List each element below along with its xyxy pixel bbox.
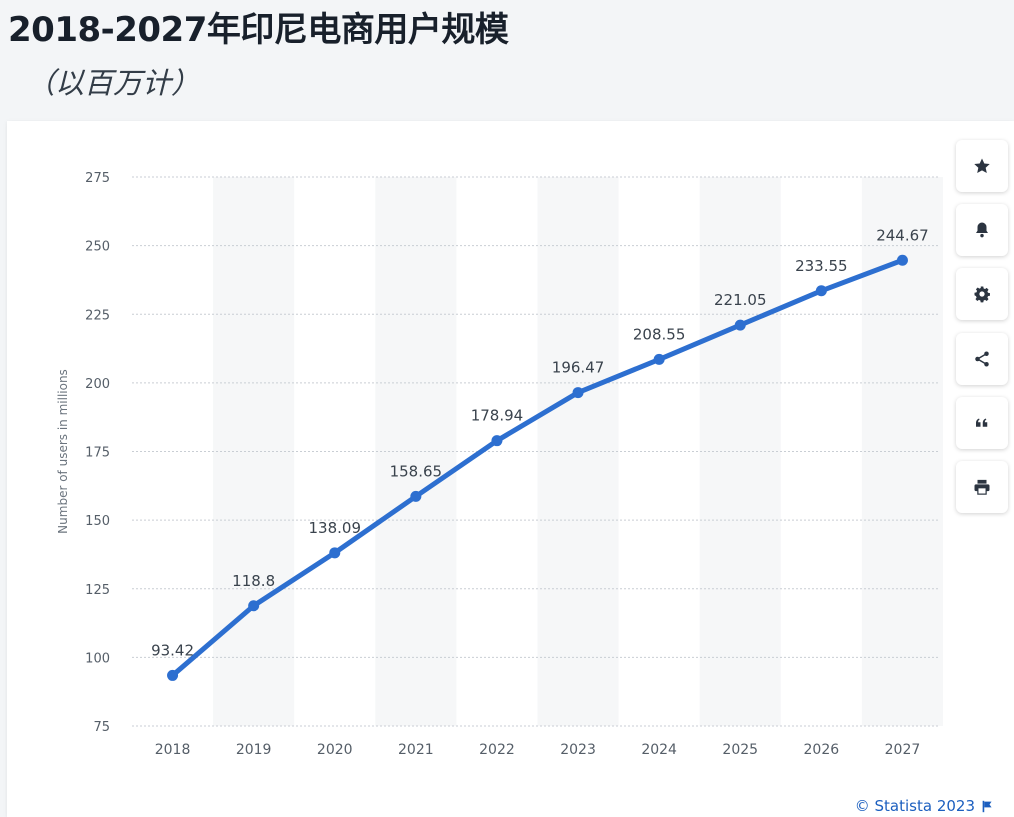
data-point — [572, 387, 584, 399]
data-point — [329, 547, 341, 559]
statista-credit[interactable]: © Statista 2023 — [855, 797, 994, 815]
x-tick-label: 2027 — [885, 742, 921, 758]
x-tick-label: 2018 — [155, 742, 191, 758]
y-tick-label: 175 — [85, 446, 110, 461]
data-label: 93.42 — [151, 641, 194, 659]
data-point — [167, 669, 179, 681]
settings-button[interactable] — [956, 268, 1008, 320]
gear-icon — [974, 286, 990, 303]
line-chart: 75 100 125 150 175 200 225 250 275 Number of user… — [56, 171, 943, 758]
y-tick-label: 250 — [85, 240, 110, 255]
data-point — [734, 319, 746, 331]
data-point — [896, 254, 908, 266]
y-tick-label: 125 — [85, 583, 110, 598]
page-title: 2018-2027年印尼电商用户规模 — [8, 10, 509, 50]
data-label: 244.67 — [876, 226, 929, 244]
credit-text: © Statista 2023 — [854, 797, 975, 815]
y-tick-label: 275 — [85, 171, 110, 186]
data-label: 158.65 — [390, 462, 443, 480]
data-label: 208.55 — [633, 325, 686, 343]
series-line — [170, 257, 905, 678]
x-tick-label: 2023 — [560, 742, 596, 758]
share-icon — [975, 351, 989, 367]
y-tick-label: 150 — [85, 514, 110, 529]
y-tick-label: 225 — [85, 308, 110, 323]
data-label: 221.05 — [714, 291, 767, 309]
notification-button[interactable] — [956, 204, 1008, 256]
x-tick-label: 2019 — [236, 742, 272, 758]
y-tick-label: 200 — [85, 377, 110, 392]
print-button[interactable] — [956, 461, 1008, 513]
data-label: 118.8 — [232, 572, 275, 590]
y-axis-label: Number of users in millions — [56, 369, 70, 534]
data-point — [248, 600, 260, 612]
data-label: 233.55 — [795, 257, 848, 275]
bell-icon — [976, 222, 988, 238]
print-icon — [974, 479, 990, 495]
x-tick-label: 2021 — [398, 742, 434, 758]
data-point — [491, 435, 503, 447]
star-icon — [974, 158, 990, 174]
favorite-button[interactable] — [956, 140, 1008, 192]
data-label: 138.09 — [309, 519, 362, 537]
cite-button[interactable] — [956, 397, 1008, 449]
data-point — [815, 285, 827, 297]
share-button[interactable] — [956, 333, 1008, 385]
x-tick-label: 2020 — [317, 742, 353, 758]
data-label: 196.47 — [552, 359, 605, 377]
x-tick-label: 2026 — [804, 742, 840, 758]
quote-icon — [976, 418, 988, 427]
x-tick-label: 2022 — [479, 742, 515, 758]
x-tick-label: 2024 — [641, 742, 677, 758]
y-tick-label: 75 — [93, 720, 110, 735]
x-tick-label: 2025 — [722, 742, 758, 758]
chart-card: 75 100 125 150 175 200 225 250 275 Number of user… — [7, 121, 1014, 817]
data-point — [410, 490, 422, 502]
y-tick-label: 100 — [85, 651, 110, 666]
data-label: 178.94 — [471, 407, 524, 425]
data-point — [653, 353, 665, 365]
page-subtitle: （以百万计） — [26, 66, 201, 100]
flag-icon — [982, 800, 992, 812]
